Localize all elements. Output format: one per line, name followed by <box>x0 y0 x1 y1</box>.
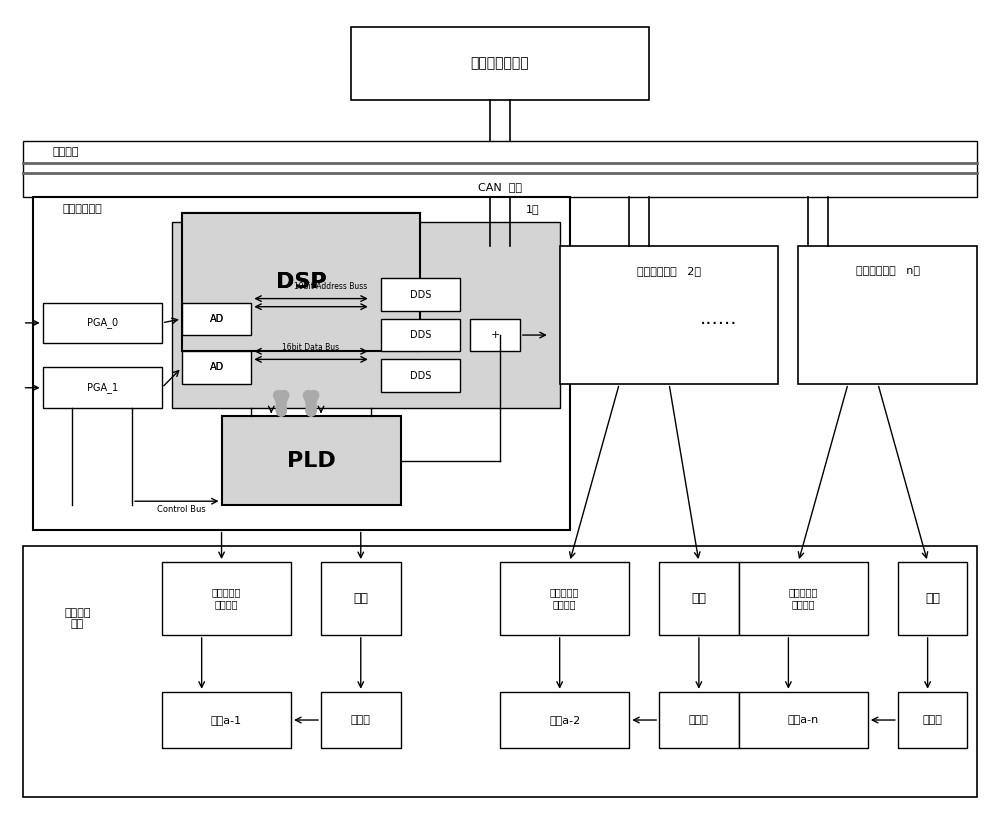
Text: 节点抑制单元   n号: 节点抑制单元 n号 <box>856 266 920 276</box>
Bar <box>898 562 967 635</box>
Text: 振动抑制
对象: 振动抑制 对象 <box>64 608 91 629</box>
Bar <box>470 319 520 351</box>
Text: Control Bus: Control Bus <box>157 505 206 514</box>
Text: 传感器及电
荷放大器: 传感器及电 荷放大器 <box>789 588 818 610</box>
Bar <box>23 140 977 197</box>
Text: PGA_0: PGA_0 <box>87 317 118 328</box>
Text: 16bit Data Bus: 16bit Data Bus <box>282 343 340 352</box>
Text: 振动台: 振动台 <box>689 715 709 725</box>
Bar <box>23 546 977 797</box>
Bar <box>321 692 401 748</box>
Bar <box>222 416 401 505</box>
Text: 节点a-n: 节点a-n <box>788 715 819 725</box>
Text: 功放: 功放 <box>691 592 706 605</box>
Bar <box>659 692 739 748</box>
Bar <box>43 367 162 408</box>
Text: 节点a-1: 节点a-1 <box>211 715 242 725</box>
Bar <box>798 246 977 384</box>
Bar <box>182 303 251 335</box>
Text: DDS: DDS <box>410 370 431 380</box>
Text: 振动台: 振动台 <box>923 715 943 725</box>
Text: 传感器及电
荷放大器: 传感器及电 荷放大器 <box>212 588 241 610</box>
Bar <box>739 692 868 748</box>
Bar <box>500 562 629 635</box>
Bar <box>351 27 649 100</box>
Bar <box>560 246 778 384</box>
Text: AD: AD <box>209 362 224 372</box>
Bar <box>381 359 460 392</box>
Bar <box>182 351 251 384</box>
Bar <box>182 303 251 335</box>
Bar <box>500 692 629 748</box>
Bar <box>162 562 291 635</box>
Text: PGA_1: PGA_1 <box>87 382 118 393</box>
Text: DSP: DSP <box>276 273 326 292</box>
Bar <box>182 214 420 351</box>
Bar <box>739 562 868 635</box>
Text: ......: ...... <box>700 309 738 328</box>
Bar <box>321 562 401 635</box>
Bar <box>659 562 739 635</box>
Bar <box>43 303 162 344</box>
Text: DSP: DSP <box>276 273 326 292</box>
Text: 显示及控制单元: 显示及控制单元 <box>471 56 529 70</box>
Text: 1号: 1号 <box>526 205 540 215</box>
Text: 振动台: 振动台 <box>351 715 371 725</box>
Text: 节点抑制单元   2号: 节点抑制单元 2号 <box>637 266 701 276</box>
Text: 节点a-2: 节点a-2 <box>549 715 580 725</box>
Bar <box>33 197 570 530</box>
Text: 功放: 功放 <box>925 592 940 605</box>
Bar <box>381 278 460 311</box>
Text: 功放: 功放 <box>353 592 368 605</box>
Text: CAN  总线: CAN 总线 <box>478 182 522 192</box>
Text: DDS: DDS <box>410 330 431 340</box>
Text: AD: AD <box>209 362 224 372</box>
Bar <box>162 692 291 748</box>
Text: 19bit Address Buss: 19bit Address Buss <box>294 282 368 291</box>
Bar <box>172 222 560 408</box>
Text: AD: AD <box>209 314 224 324</box>
Bar <box>182 351 251 384</box>
Bar <box>381 319 460 351</box>
Text: 节点抑制单元: 节点抑制单元 <box>62 205 102 215</box>
Text: 通信总线: 通信总线 <box>52 147 79 157</box>
Bar <box>182 214 420 351</box>
Text: AD: AD <box>209 314 224 324</box>
Text: PLD: PLD <box>287 450 335 471</box>
Text: DDS: DDS <box>410 290 431 299</box>
Text: 传感器及电
荷放大器: 传感器及电 荷放大器 <box>550 588 579 610</box>
Bar <box>898 692 967 748</box>
Text: +: + <box>490 330 500 340</box>
